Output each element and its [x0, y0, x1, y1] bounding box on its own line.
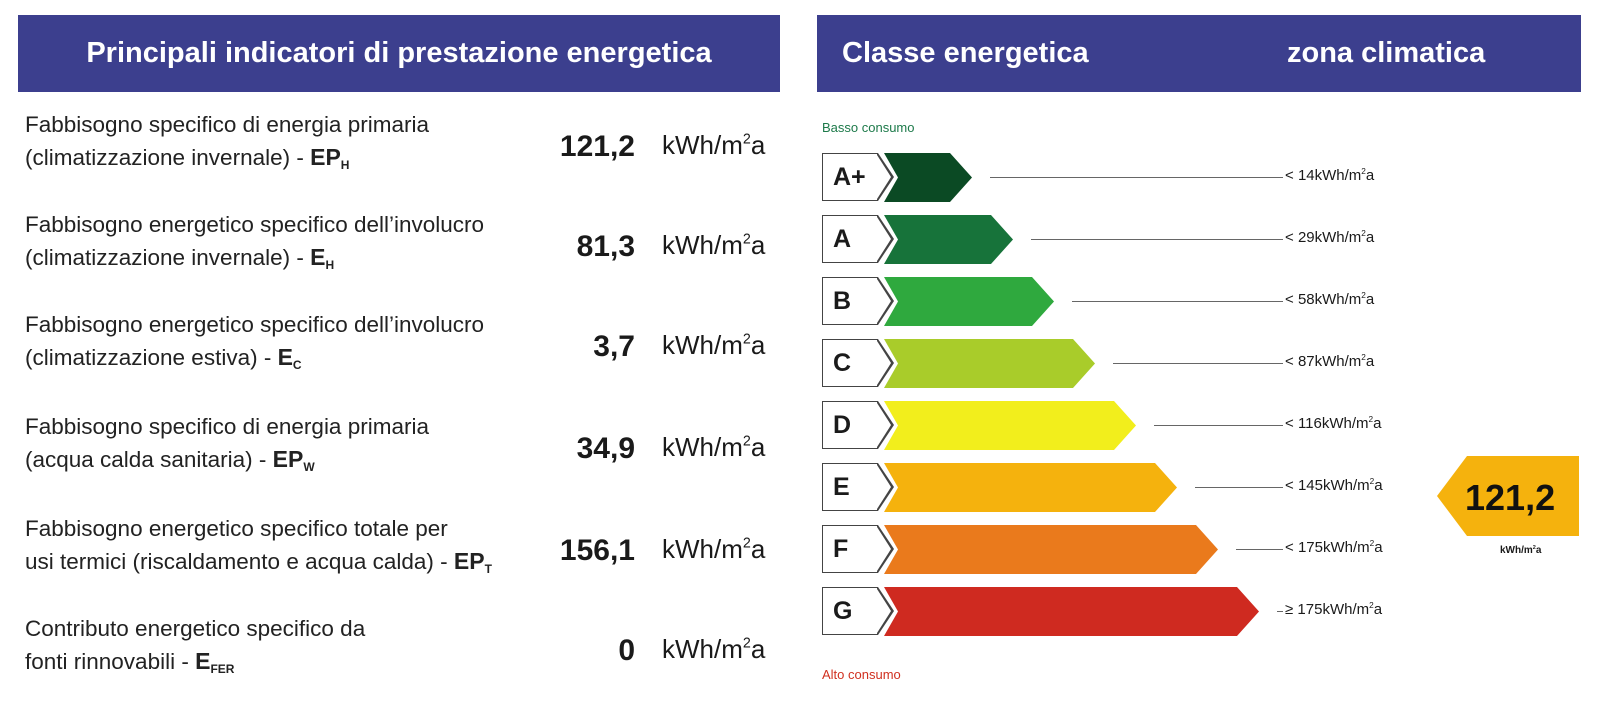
indicator-value: 34,9 [576, 432, 635, 465]
class-threshold: ≥ 175kWh/m2a [1285, 601, 1383, 619]
indicator-line2: (climatizzazione invernale) - [25, 145, 311, 170]
class-label: B [833, 286, 852, 315]
indicator-description: Fabbisogno energetico specifico dell’inv… [25, 208, 484, 282]
class-bar [884, 524, 1218, 574]
indicator-line1: Fabbisogno specifico di energia primaria [25, 112, 429, 137]
class-threshold: < 145kWh/m2a [1285, 477, 1383, 495]
indicator-value: 0 [618, 634, 635, 667]
class-leader-line [1277, 611, 1283, 612]
indicator-line2: fonti rinnovabili - [25, 649, 196, 674]
indicator-row: Fabbisogno specifico di energia primaria… [25, 410, 785, 490]
current-class-arrow [1437, 456, 1579, 536]
high-consumption-label: Alto consumo [822, 667, 901, 682]
indicator-line2: (climatizzazione invernale) - [25, 245, 311, 270]
indicator-symbol: EPH [310, 144, 350, 172]
indicator-unit: kWh/m2a [662, 634, 766, 664]
class-leader-line [1113, 363, 1283, 364]
indicator-unit: kWh/m2a [662, 534, 766, 564]
indicator-value: 121,2 [559, 130, 635, 163]
indicator-unit: kWh/m2a [662, 432, 766, 462]
current-value-unit: kWh/m2a [1500, 545, 1542, 557]
class-leader-line [1236, 549, 1283, 550]
class-bar [884, 586, 1259, 636]
class-label: D [833, 410, 852, 439]
indicators-header: Principali indicatori di prestazione ene… [18, 15, 780, 92]
class-label-box: D [822, 400, 894, 449]
indicator-row: Fabbisogno energetico specifico dell’inv… [25, 308, 785, 388]
class-label-box: A+ [822, 152, 894, 201]
class-label: G [833, 596, 853, 625]
indicator-description: Contributo energetico specifico da fonti … [25, 612, 365, 686]
class-leader-line [1154, 425, 1283, 426]
class-leader-line [1195, 487, 1283, 488]
class-bar [884, 400, 1136, 450]
indicator-row: Fabbisogno energetico specifico totale p… [25, 512, 785, 592]
class-label-box: B [822, 276, 894, 325]
class-label-box: F [822, 524, 894, 573]
indicator-unit: kWh/m2a [662, 130, 766, 160]
class-leader-line [1031, 239, 1283, 240]
indicator-symbol: EFER [195, 648, 235, 676]
indicator-symbol: EPT [453, 548, 492, 576]
indicator-line1: Contributo energetico specifico da [25, 616, 366, 641]
indicator-value: 3,7 [593, 330, 635, 363]
indicator-line2: (acqua calda sanitaria) - [25, 447, 273, 472]
indicator-line1: Fabbisogno energetico specifico totale p… [25, 516, 448, 541]
indicator-symbol: EC [277, 344, 302, 372]
indicator-value: 156,1 [559, 534, 635, 567]
class-threshold: < 29kWh/m2a [1285, 229, 1375, 247]
indicator-symbol: EH [310, 244, 335, 272]
indicator-line2: usi termici (riscaldamento e acqua calda… [25, 549, 454, 574]
class-label-box: E [822, 462, 894, 511]
climate-zone-title: zona climatica [1287, 37, 1486, 69]
indicator-unit: kWh/m2a [662, 330, 766, 360]
indicator-row: Fabbisogno energetico specifico dell’inv… [25, 208, 785, 288]
energy-class-header: Classe energetica zona climatica [817, 15, 1581, 92]
indicator-line1: Fabbisogno energetico specifico dell’inv… [25, 212, 485, 237]
indicator-symbol: EPW [272, 446, 315, 474]
indicator-row: Contributo energetico specifico da fonti … [25, 612, 785, 692]
class-bar [884, 276, 1054, 326]
class-leader-line [1072, 301, 1283, 302]
indicator-row: Fabbisogno specifico di energia primaria… [25, 108, 785, 188]
class-label-box: C [822, 338, 894, 387]
energy-class-title: Classe energetica [842, 37, 1089, 69]
indicator-line1: Fabbisogno energetico specifico dell’inv… [25, 312, 485, 337]
class-bar [884, 462, 1177, 512]
class-label: A+ [833, 162, 866, 191]
current-value: 121,2 [1465, 477, 1556, 518]
indicator-line2: (climatizzazione estiva) - [25, 345, 278, 370]
class-label-box: A [822, 214, 894, 263]
class-label: A [833, 224, 852, 253]
class-bar [884, 338, 1095, 388]
class-threshold: < 87kWh/m2a [1285, 353, 1375, 371]
indicator-unit: kWh/m2a [662, 230, 766, 260]
indicator-description: Fabbisogno energetico specifico totale p… [25, 512, 492, 586]
class-threshold: < 175kWh/m2a [1285, 539, 1383, 557]
low-consumption-label: Basso consumo [822, 120, 915, 135]
class-threshold: < 58kWh/m2a [1285, 291, 1375, 309]
class-label: E [833, 472, 850, 501]
indicators-title: Principali indicatori di prestazione ene… [86, 37, 712, 69]
indicator-description: Fabbisogno energetico specifico dell’inv… [25, 308, 484, 382]
indicator-description: Fabbisogno specifico di energia primaria… [25, 108, 429, 182]
class-label: C [833, 348, 852, 377]
indicator-description: Fabbisogno specifico di energia primaria… [25, 410, 429, 484]
class-leader-line [990, 177, 1283, 178]
class-label: F [833, 534, 849, 563]
class-label-box: G [822, 586, 894, 635]
class-threshold: < 116kWh/m2a [1285, 415, 1382, 433]
class-bar [884, 214, 1013, 264]
class-threshold: < 14kWh/m2a [1285, 167, 1375, 185]
indicator-value: 81,3 [576, 230, 635, 263]
class-bar [884, 152, 972, 202]
indicator-line1: Fabbisogno specifico di energia primaria [25, 414, 429, 439]
